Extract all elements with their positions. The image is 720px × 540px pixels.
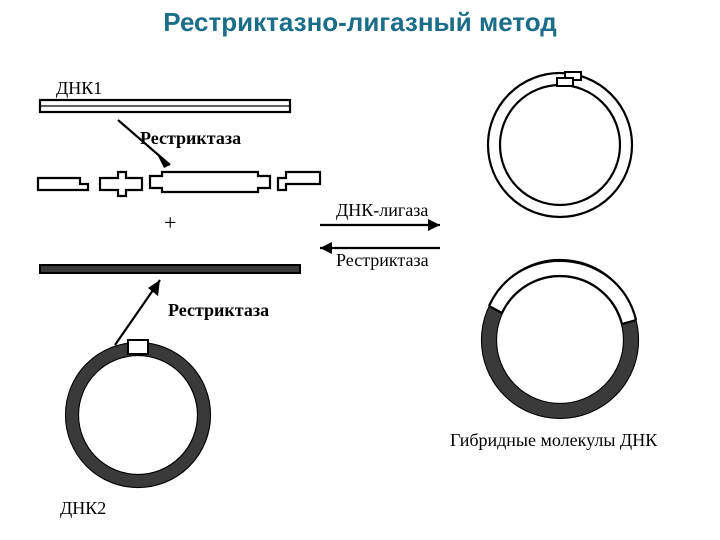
arrow-dna2-cut [115,280,160,345]
dna1-fragments [38,172,320,196]
label-dnk1: ДНК1 [56,78,102,99]
label-restriktaza-2: Рестриктаза [168,300,269,321]
dna2-bar [40,265,300,273]
reaction-arrows [320,219,440,254]
label-dnk2: ДНК2 [60,498,106,519]
dna2-plasmid [66,340,210,487]
label-dnk-ligaza: ДНК-лигаза [336,200,428,221]
label-plus: + [164,210,176,236]
hybrid-plasmid-2 [482,260,638,418]
hybrid-plasmid-1 [488,72,632,217]
label-restriktaza-mid: Рестриктаза [336,250,429,271]
diagram-stage: Рестриктазно-лигазный метод [0,0,720,540]
label-restriktaza-1: Рестриктаза [140,128,241,149]
dna1-bar [40,100,290,112]
label-hybrid: Гибридные молекулы ДНК [450,430,657,451]
